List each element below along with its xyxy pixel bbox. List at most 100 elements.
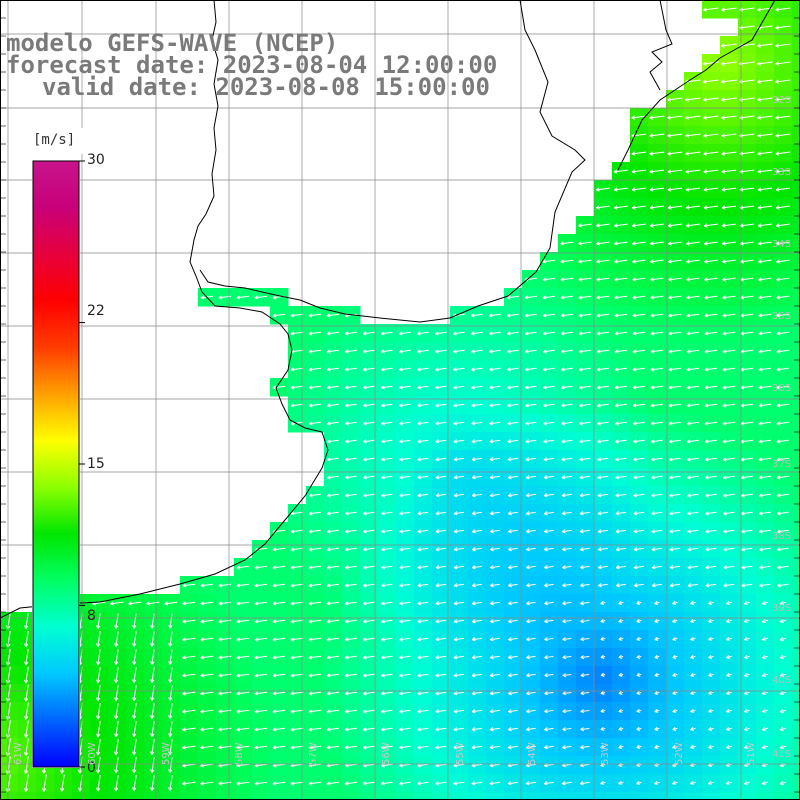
wind-arrow [618,672,624,677]
wind-arrow [344,727,357,732]
wind-arrow [435,439,447,444]
wind-arrow [651,511,663,516]
wind-arrow [721,223,736,228]
wind-arrow [707,780,714,786]
wind-arrow [344,709,357,714]
wind-arrow [726,654,732,660]
wind-arrow [633,439,645,444]
wind-arrow [600,744,606,749]
wind-arrow [24,630,29,648]
wind-arrow [381,547,393,552]
wind-arrow [741,547,753,552]
wind-arrow [761,618,768,624]
wind-arrow [600,618,606,623]
wind-arrow [362,331,375,336]
wind-arrow [381,601,393,606]
wind-arrow [722,475,735,480]
wind-arrow [614,223,628,228]
wind-arrow [690,690,696,695]
wind-arrow [562,655,572,660]
wind-arrow [650,403,664,408]
wind-arrow [685,151,701,156]
field-cell [792,36,800,55]
wind-arrow [344,547,357,552]
wind-arrow [399,727,411,732]
wind-arrow [490,619,500,624]
wind-arrow [775,25,791,30]
field-cell [702,792,721,800]
wind-arrow [687,511,699,516]
wind-arrow [453,493,464,498]
wind-arrow [254,709,268,714]
wind-arrow [775,79,791,84]
field-cell [792,378,800,397]
wind-arrow [758,349,772,354]
wind-arrow [761,636,768,642]
wind-arrow [613,187,628,192]
wind-arrow [326,457,339,462]
wind-arrow [290,655,304,660]
wind-arrow [723,583,735,588]
lat-label-41s: 41S [772,749,792,760]
wind-arrow [618,636,624,641]
wind-arrow [114,702,119,720]
field-cell [0,792,19,800]
wind-arrow [721,169,737,174]
wind-arrow [435,709,447,714]
wind-arrow [96,684,101,702]
wind-arrow [779,780,787,786]
wind-arrow [708,618,714,624]
wind-arrow [290,529,304,534]
wind-arrow [326,439,339,444]
wind-arrow [722,367,736,372]
field-cell [792,144,800,163]
wind-arrow [685,115,701,120]
wind-arrow [435,493,447,498]
wind-arrow [777,565,789,570]
wind-arrow [579,475,591,480]
wind-arrow [326,691,340,696]
wind-arrow [776,529,789,534]
wind-arrow [618,618,624,623]
wind-arrow [362,781,375,786]
wind-arrow [543,457,555,462]
wind-arrow [615,475,627,480]
field-cell [144,792,163,800]
wind-arrow [649,187,665,192]
wind-arrow [471,385,483,390]
wind-arrow [562,673,572,678]
wind-arrow [614,421,627,426]
wind-arrow [132,667,137,684]
wind-arrow [24,666,29,684]
wind-arrow [560,331,573,336]
wind-arrow [524,331,537,336]
wind-arrow [345,511,357,516]
lat-label-34s: 34S [772,239,792,250]
wind-arrow [254,601,268,606]
wind-arrow [631,151,647,156]
wind-arrow [725,780,732,786]
lon-label-55w: 55W [455,742,466,765]
wind-arrow [326,475,339,480]
wind-arrow [759,565,771,570]
wind-arrow [615,529,627,534]
wind-arrow [668,457,681,462]
wind-arrow [399,529,411,534]
wind-arrow [686,421,700,426]
wind-arrow [632,421,645,426]
wind-arrow [236,583,250,588]
wind-arrow [326,313,340,318]
wind-arrow [507,745,518,750]
wind-arrow [686,277,700,282]
wind-arrow [363,601,375,606]
wind-arrow [254,565,268,570]
wind-arrow [490,583,500,588]
wind-arrow [132,739,137,756]
wind-arrow [236,691,250,696]
wind-arrow [452,331,465,336]
wind-arrow [363,475,375,480]
wind-arrow [579,421,591,426]
wind-arrow [308,673,322,678]
wind-arrow [775,205,790,210]
